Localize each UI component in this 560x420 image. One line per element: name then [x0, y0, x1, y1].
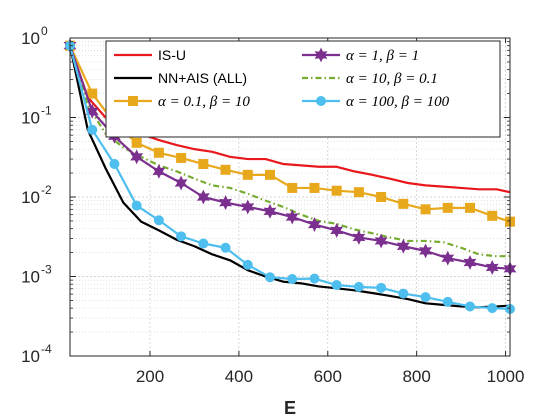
x-tick-label: 1000	[487, 367, 525, 386]
y-tick-label-exponent: -4	[41, 342, 52, 356]
axis-ticks	[70, 37, 510, 357]
data-point-hexagram	[419, 243, 432, 259]
data-point-circle	[442, 296, 453, 307]
data-point-square	[153, 147, 164, 158]
legend-item: α = 1, β = 1	[302, 47, 419, 64]
data-point-hexagram	[263, 203, 277, 219]
data-point-square	[131, 137, 142, 148]
legend-item: IS-U	[114, 47, 186, 63]
data-point-circle	[353, 281, 364, 292]
data-point-square	[487, 210, 498, 221]
x-tick-labels: 200 400 600 800 1000	[136, 367, 525, 386]
legend-item: α = 10, β = 0.1	[302, 71, 438, 87]
data-point-square	[128, 96, 138, 106]
data-point-square	[87, 88, 98, 99]
data-point-circle	[265, 272, 275, 283]
data-point-hexagram	[396, 238, 410, 254]
data-point-hexagram	[374, 233, 388, 249]
data-point-hexagram	[352, 230, 366, 245]
data-point-circle	[242, 259, 253, 270]
legend-label: α = 1, β = 1	[346, 48, 419, 64]
legend-item: α = 100, β = 100	[302, 94, 450, 110]
data-point-hexagram	[174, 175, 188, 191]
data-point-hexagram	[285, 209, 299, 225]
data-point-circle	[109, 159, 120, 170]
data-point-square	[242, 169, 253, 180]
legend-item: α = 0.1, β = 10	[114, 94, 250, 110]
data-point-circle	[153, 215, 164, 226]
data-point-circle	[287, 274, 298, 285]
series-5	[65, 40, 515, 315]
data-point-square	[398, 198, 409, 209]
data-point-circle	[87, 124, 98, 135]
legend-label: α = 100, β = 100	[346, 94, 450, 110]
y-tick-label-exponent: -2	[41, 183, 52, 197]
y-tick-label: 10	[21, 109, 40, 128]
data-point-square	[420, 204, 431, 215]
legend: IS-U NN+AIS (ALL) α = 0.1, β = 10 α = 1, β …	[105, 40, 501, 138]
data-point-hexagram	[196, 189, 210, 205]
data-point-square	[265, 169, 275, 180]
y-tick-label-exponent: -3	[41, 263, 52, 277]
legend-item: NN+AIS (ALL)	[114, 70, 247, 86]
data-point-circle	[131, 200, 142, 211]
data-point-square	[353, 187, 364, 198]
data-point-circle	[198, 238, 209, 249]
y-tick-label: 10	[21, 268, 40, 287]
legend-label: NN+AIS (ALL)	[158, 70, 247, 86]
data-point-circle	[331, 280, 342, 291]
data-point-hexagram	[441, 250, 455, 266]
x-tick-label: 800	[402, 367, 430, 386]
data-point-square	[198, 159, 209, 170]
series-layer	[63, 38, 517, 315]
data-point-hexagram	[485, 260, 499, 275]
data-point-square	[376, 192, 387, 202]
data-point-hexagram	[130, 149, 144, 165]
legend-label: α = 0.1, β = 10	[158, 94, 250, 110]
data-point-square	[287, 182, 298, 193]
data-point-circle	[420, 292, 431, 303]
x-tick-label: 600	[314, 367, 342, 386]
data-point-hexagram	[152, 163, 166, 179]
y-tick-label-exponent: -1	[41, 104, 52, 118]
data-point-hexagram	[241, 199, 255, 215]
data-point-circle	[487, 303, 498, 314]
y-tick-label: 10	[21, 188, 40, 207]
data-point-circle	[220, 242, 231, 253]
data-point-square	[220, 164, 231, 175]
data-point-circle	[465, 301, 475, 312]
x-axis-title: E	[284, 398, 296, 418]
y-tick-label-exponent: 0	[41, 24, 48, 38]
x-tick-label: 200	[136, 367, 164, 386]
data-point-square	[309, 182, 320, 193]
data-point-hexagram	[308, 217, 321, 232]
legend-label: IS-U	[158, 47, 186, 63]
y-tick-label: 10	[21, 347, 40, 366]
data-point-square	[331, 185, 342, 196]
legend-label: α = 10, β = 0.1	[346, 71, 438, 87]
data-point-square	[442, 202, 453, 213]
data-point-square	[465, 202, 475, 213]
x-tick-label: 400	[225, 367, 253, 386]
data-point-hexagram	[463, 255, 477, 270]
data-point-circle	[316, 96, 326, 106]
y-tick-label: 10	[21, 29, 40, 48]
data-point-circle	[309, 273, 320, 284]
data-point-hexagram	[219, 195, 232, 211]
data-point-circle	[376, 282, 387, 293]
data-point-circle	[398, 288, 409, 299]
data-point-hexagram	[314, 47, 328, 63]
data-point-hexagram	[330, 222, 344, 238]
legend-box	[105, 40, 501, 138]
data-point-circle	[176, 231, 187, 242]
data-point-square	[176, 152, 187, 163]
